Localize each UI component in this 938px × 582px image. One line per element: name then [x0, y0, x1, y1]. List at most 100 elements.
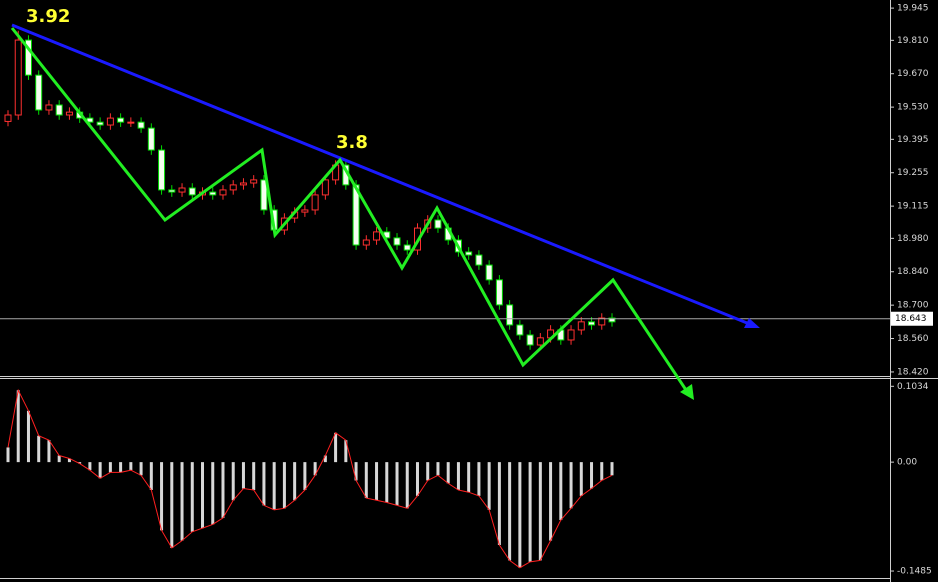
histogram-bar	[436, 462, 440, 476]
histogram-bar	[334, 432, 338, 463]
histogram-bar	[467, 462, 471, 493]
histogram-bar	[497, 462, 501, 545]
histogram-bar	[426, 462, 430, 481]
histogram-bar	[129, 462, 133, 471]
histogram-bar	[344, 440, 348, 463]
histogram-bar	[201, 462, 205, 529]
histogram-bar	[37, 435, 41, 463]
histogram-bar	[231, 462, 235, 501]
candle-body	[117, 117, 125, 123]
histogram-bar	[211, 462, 215, 525]
histogram-bar	[549, 462, 553, 541]
candle-body	[588, 321, 596, 326]
marks: 19.945 19.810 19.670 19.530 19.395 19.255 19.1…	[0, 4, 933, 577]
histogram-bar	[98, 462, 102, 479]
candle-body	[465, 251, 473, 256]
candle-body	[4, 114, 12, 122]
current-price-label: 18.643	[895, 314, 927, 324]
candle-body	[311, 194, 319, 211]
y-tick-label: 0.00	[897, 458, 917, 468]
y-tick-label: -0.1485	[897, 567, 932, 577]
current-price-box	[891, 311, 933, 326]
candle-body	[393, 237, 401, 246]
histogram-bar	[26, 410, 30, 463]
y-tick-label: 18.980	[897, 234, 929, 244]
y-tick-label: 18.560	[897, 334, 929, 344]
histogram-bar	[78, 462, 82, 464]
histogram-bar	[487, 462, 491, 510]
histogram-bar	[395, 462, 399, 506]
histogram-bar	[538, 462, 542, 561]
candle-body	[403, 244, 411, 251]
candle-body	[260, 179, 268, 211]
histogram-bar	[528, 462, 532, 562]
candle-body	[495, 279, 503, 306]
trend-line	[11, 23, 753, 327]
candle-body	[352, 184, 360, 246]
trend-arrowhead	[744, 318, 760, 328]
candle-body	[45, 104, 53, 111]
candle-body	[168, 189, 176, 193]
candle-body	[239, 182, 247, 186]
histogram-bar	[88, 462, 92, 471]
drawings: 3.92 3.8	[10, 6, 760, 400]
histogram-bar	[323, 455, 327, 463]
candle-body	[526, 334, 534, 346]
candle-body	[373, 231, 381, 241]
histogram-bar	[375, 462, 379, 501]
y-tick-label: 19.530	[897, 103, 929, 113]
candle-body	[35, 74, 43, 111]
histogram-bar	[47, 440, 51, 463]
histogram-bar	[569, 462, 573, 509]
histogram-bar	[600, 462, 604, 481]
histogram-bar	[559, 462, 563, 521]
histogram-bar	[160, 462, 164, 531]
histogram-bar	[180, 462, 184, 541]
candle-body	[362, 239, 370, 246]
candle-body	[506, 304, 514, 326]
y-tick-label: 19.670	[897, 69, 929, 79]
histogram-bar	[477, 462, 481, 496]
candle-body	[178, 187, 186, 193]
y-tick-label: 19.810	[897, 36, 929, 46]
candle-body	[229, 184, 237, 191]
candle-body	[209, 191, 217, 196]
y-tick-label: 19.395	[897, 135, 929, 145]
candle-body	[598, 317, 606, 326]
histogram-bar	[415, 462, 419, 496]
candle-body	[516, 324, 524, 336]
candle-body	[577, 321, 585, 331]
candle-body	[301, 209, 309, 213]
histogram-bar	[610, 462, 614, 476]
zigzag	[10, 27, 692, 397]
candle-body	[127, 121, 135, 124]
candle-body	[567, 329, 575, 341]
histogram-bar	[303, 462, 307, 490]
annotation: 3.8	[336, 132, 368, 153]
candle-body	[250, 179, 258, 184]
candle-body	[55, 104, 63, 116]
histogram-bar	[252, 462, 256, 490]
candle-body	[24, 39, 32, 76]
candle-body	[188, 187, 196, 196]
zigzag-arrowhead	[680, 384, 694, 400]
candle-body	[106, 117, 114, 126]
histogram-bar	[405, 462, 409, 509]
histogram-bar	[282, 462, 286, 509]
histogram-bar	[139, 462, 143, 476]
histogram-bar	[190, 462, 194, 532]
histogram-bar	[579, 462, 583, 496]
histogram-bar	[262, 462, 266, 506]
histogram-bar	[57, 455, 61, 463]
candle-body	[321, 179, 329, 196]
candle-body	[147, 127, 155, 151]
histogram-bar	[590, 462, 594, 489]
candle-body	[65, 111, 73, 116]
histogram-bar	[293, 462, 297, 501]
annotation: 3.92	[26, 6, 70, 27]
histogram-bar	[508, 462, 512, 561]
histogram-bar	[67, 458, 71, 463]
